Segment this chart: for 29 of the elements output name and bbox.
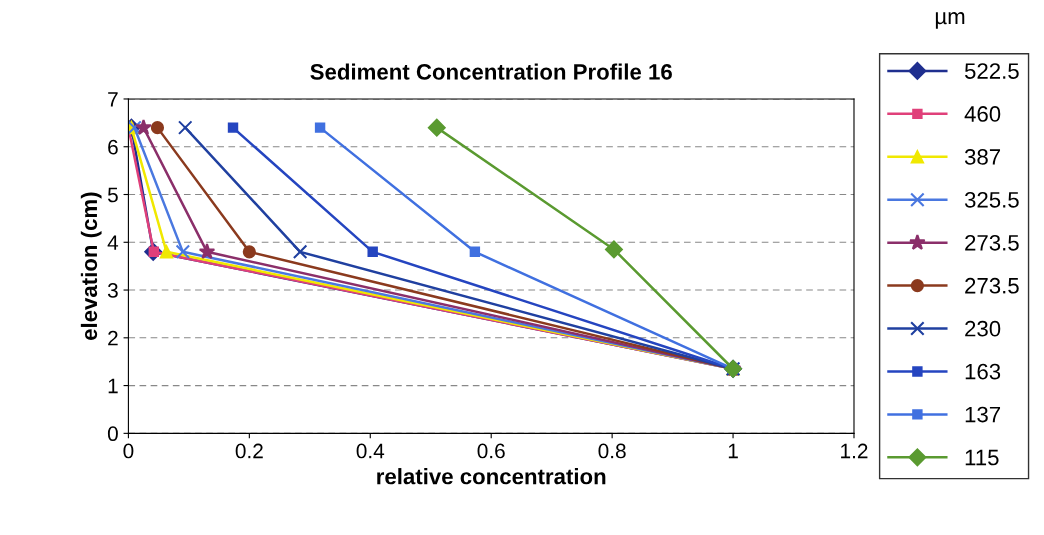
chart-title: Sediment Concentration Profile 16 — [310, 63, 672, 80]
y-tick-label: 6 — [108, 139, 118, 155]
legend-label: 137 — [965, 406, 1001, 423]
legend-label: 163 — [965, 363, 1001, 380]
y-tick-label: 4 — [107, 235, 119, 250]
legend-label: 230 — [965, 320, 1001, 337]
x-tick-label: 0.2 — [235, 443, 263, 459]
y-tick-label: 3 — [107, 283, 118, 298]
legend-label: 115 — [965, 449, 999, 466]
y-tick-label: 0 — [107, 426, 118, 442]
y-tick-label: 7 — [108, 92, 118, 107]
x-axis-title: relative concentration — [377, 468, 606, 485]
y-tick-label: 2 — [108, 330, 118, 346]
legend-title: µm — [935, 12, 965, 29]
x-tick-label: 0.8 — [598, 443, 626, 459]
y-tick-label: 5 — [107, 187, 118, 203]
x-tick-label: 1.2 — [841, 443, 868, 459]
y-tick-label: 1 — [108, 378, 118, 394]
x-tick-label: 0 — [123, 443, 134, 459]
y-axis-title: elevation (cm) — [80, 192, 102, 340]
legend-label: 460 — [964, 106, 1001, 122]
legend-label: 273.5 — [965, 234, 1019, 251]
x-tick-label: 0.4 — [356, 443, 385, 459]
legend-label: 325.5 — [964, 191, 1019, 208]
x-tick-label: 1 — [728, 443, 738, 459]
legend-label: 522.5 — [964, 63, 1019, 79]
legend-label: 387 — [964, 149, 1001, 165]
legend-label: 273.5 — [965, 277, 1019, 294]
x-tick-label: 0.6 — [477, 443, 505, 459]
